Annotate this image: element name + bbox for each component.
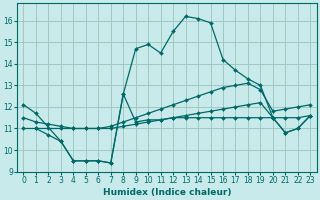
X-axis label: Humidex (Indice chaleur): Humidex (Indice chaleur) [103,188,231,197]
